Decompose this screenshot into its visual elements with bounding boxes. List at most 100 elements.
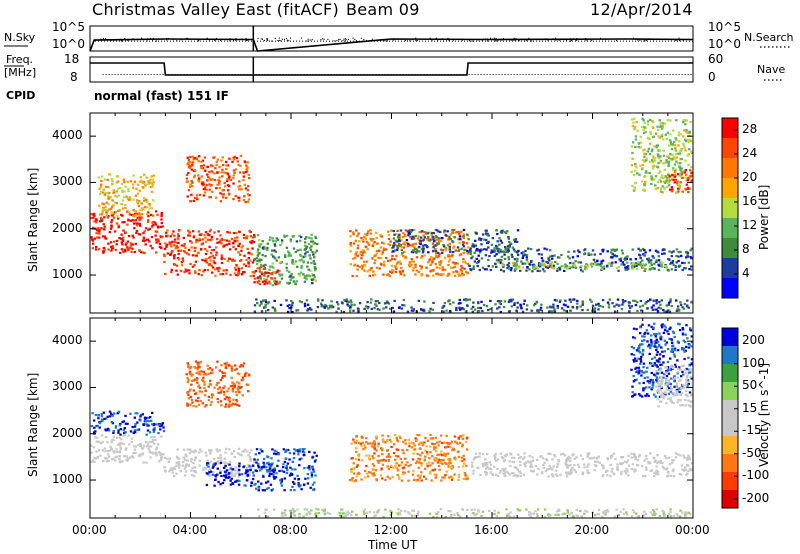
data-cell [111, 439, 114, 442]
data-cell [372, 468, 375, 471]
data-cell [108, 208, 111, 211]
data-cell [408, 244, 412, 247]
data-cell [313, 481, 316, 484]
data-cell [355, 450, 358, 453]
data-cell [325, 305, 328, 308]
data-cell [136, 412, 139, 415]
data-cell [657, 251, 660, 254]
data-cell [258, 266, 261, 269]
data-cell [404, 229, 407, 232]
data-cell [352, 438, 355, 441]
data-cell [136, 183, 140, 186]
data-cell [327, 307, 330, 310]
data-cell [237, 245, 241, 248]
data-cell [631, 124, 635, 128]
nsky-point [283, 38, 285, 41]
data-cell [609, 256, 613, 259]
data-cell [142, 444, 146, 447]
data-cell [225, 469, 229, 472]
data-cell [203, 191, 207, 194]
data-cell [242, 172, 246, 175]
data-cell [485, 467, 488, 470]
data-cell [412, 243, 415, 246]
data-cell [357, 471, 360, 474]
nsky-point [214, 39, 216, 41]
data-cell [131, 243, 134, 246]
data-cell [213, 484, 216, 487]
data-cell [412, 236, 415, 239]
data-cell [169, 468, 172, 471]
data-cell [690, 179, 693, 182]
data-cell [108, 173, 111, 176]
data-cell [503, 458, 506, 461]
data-cell [666, 155, 669, 158]
data-cell [672, 129, 675, 132]
data-cell [144, 440, 148, 444]
data-cell [152, 424, 155, 427]
data-cell [387, 459, 391, 463]
data-cell [540, 472, 544, 475]
data-cell [657, 259, 661, 262]
data-cell [365, 260, 369, 263]
data-cell [289, 238, 292, 241]
data-cell [238, 465, 241, 468]
data-cell [346, 300, 349, 303]
data-cell [216, 388, 220, 391]
data-cell [433, 468, 437, 471]
data-cell [204, 252, 208, 255]
nsky-point [266, 38, 268, 40]
data-cell [401, 251, 404, 255]
data-cell [160, 215, 163, 218]
data-cell [504, 232, 508, 235]
data-cell [394, 270, 398, 273]
data-cell [507, 249, 510, 253]
data-cell [423, 236, 427, 239]
data-cell [446, 274, 449, 277]
data-cell [670, 255, 673, 258]
data-cell [110, 224, 113, 227]
data-cell [216, 241, 219, 244]
data-cell [181, 259, 185, 263]
data-cell [124, 250, 127, 253]
data-cell [374, 303, 377, 306]
data-cell [112, 431, 115, 434]
data-cell [426, 232, 430, 235]
data-cell [610, 264, 613, 267]
data-cell [428, 231, 431, 234]
data-cell [429, 472, 432, 475]
nsky-point [448, 38, 450, 40]
data-cell [242, 236, 246, 240]
data-cell [250, 242, 253, 245]
data-cell [492, 250, 495, 253]
data-cell [416, 453, 419, 456]
data-cell [666, 347, 670, 351]
data-cell [275, 453, 278, 456]
data-cell [412, 478, 416, 481]
data-cell [232, 450, 236, 453]
data-cell [634, 135, 638, 138]
data-cell [634, 468, 637, 471]
data-cell [614, 261, 617, 264]
data-cell [204, 451, 208, 454]
data-cell [237, 389, 240, 392]
data-cell [616, 463, 619, 466]
data-cell [634, 162, 637, 166]
data-cell [164, 469, 167, 472]
data-cell [453, 457, 456, 460]
data-cell [433, 448, 436, 451]
nsky-point [320, 39, 322, 41]
nsky-point [446, 39, 448, 41]
data-cell [404, 256, 408, 259]
data-cell [447, 463, 450, 466]
data-cell [268, 472, 272, 475]
data-cell [670, 148, 674, 151]
data-cell [466, 272, 469, 275]
data-cell [196, 251, 200, 254]
data-cell [457, 478, 460, 482]
data-cell [226, 231, 229, 234]
data-cell [591, 304, 595, 307]
data-cell [565, 310, 568, 313]
data-cell [291, 485, 294, 488]
data-cell [236, 452, 240, 455]
data-cell [360, 254, 364, 257]
